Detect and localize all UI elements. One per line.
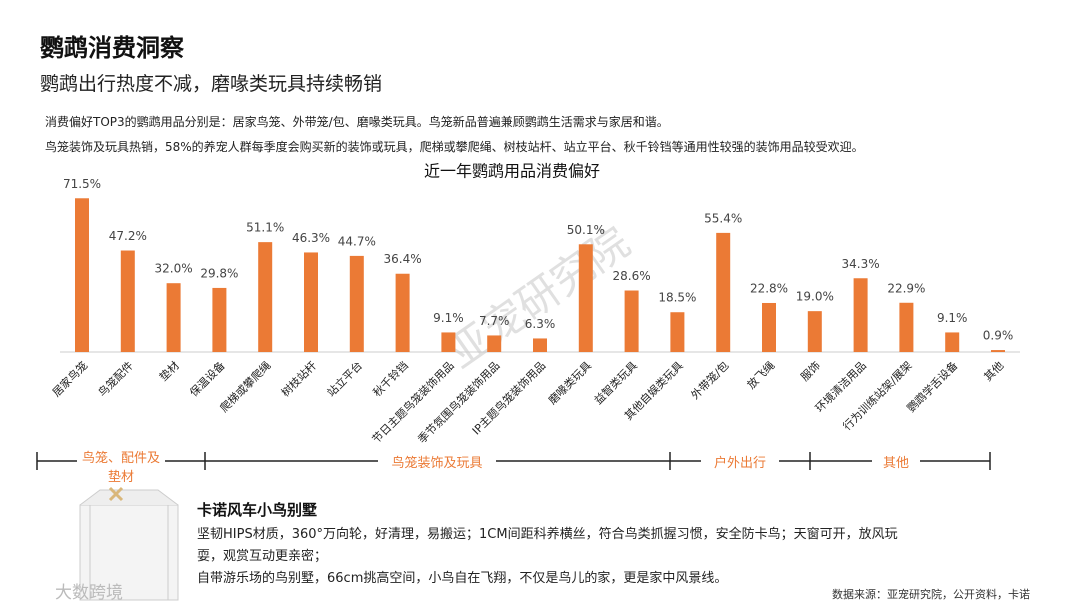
x-tick-label: 垫材: [156, 358, 181, 383]
x-tick-label: 居家鸟笼: [49, 358, 90, 399]
x-tick-label: 放飞绳: [744, 358, 777, 391]
x-tick-label: 鸟笼配件: [95, 358, 136, 399]
bar: [624, 290, 639, 352]
x-tick-label: 季节氛围鸟笼装饰用品: [415, 358, 503, 446]
bar: [533, 338, 547, 352]
group-label: 户外出行: [701, 452, 779, 471]
bar: [578, 244, 593, 352]
group-label: 其他: [872, 452, 920, 471]
value-label: 32.0%: [155, 262, 193, 276]
paragraph: 鸟笼装饰及玩具热销，58%的养宠人群每季度会购买新的装饰或玩具，爬梯或攀爬绳、树…: [45, 140, 864, 154]
group-ticks: [36, 452, 991, 470]
value-label: 19.0%: [796, 290, 834, 304]
value-label: 6.3%: [525, 317, 556, 331]
value-label: 0.9%: [983, 329, 1014, 343]
bar: [395, 273, 410, 352]
x-tick-label: 树枝站杆: [278, 358, 319, 399]
x-tick-label: 节日主题鸟笼装饰用品: [369, 358, 457, 446]
watermark: 亚宠研究院: [438, 217, 638, 378]
x-tick-label: 磨喙类玩具: [545, 358, 594, 407]
bar: [349, 255, 364, 352]
x-tick-label: 益智类玩具: [591, 358, 640, 407]
bar: [487, 335, 502, 352]
source: 数据来源：亚宠研究院，公开资料，卡诺: [832, 588, 1030, 601]
description-line: 坚韧HIPS材质，360°万向轮，好清理，易搬运；1CM间距科养横丝，符合鸟类抓…: [197, 527, 898, 564]
value-label: 55.4%: [704, 211, 742, 225]
product-image: [79, 486, 179, 601]
bar: [166, 283, 181, 352]
bar: [120, 250, 135, 352]
value-label: 50.1%: [567, 223, 605, 237]
value-label: 29.8%: [200, 266, 238, 280]
bar: [853, 278, 868, 352]
subtitle: 鹦鹉出行热度不减，磨喙类玩具持续畅销: [40, 73, 383, 95]
value-label: 44.7%: [338, 234, 376, 248]
value-label: 9.1%: [937, 311, 968, 325]
paragraph: 消费偏好TOP3的鹦鹉用品分别是：居家鸟笼、外带笼/包、磨喙类玩具。鸟笼新品普遍…: [45, 115, 669, 129]
value-label: 36.4%: [384, 252, 422, 266]
x-tick-label: 外带笼/包: [688, 358, 732, 402]
value-label: 71.5%: [63, 177, 101, 191]
product-description: 坚韧HIPS材质，360°万向轮，好清理，易搬运；1CM间距科养横丝，符合鸟类抓…: [197, 524, 909, 590]
bar: [670, 312, 685, 352]
bar: [945, 332, 960, 352]
value-label: 46.3%: [292, 231, 330, 245]
bar: [212, 287, 227, 352]
value-label: 47.2%: [109, 229, 147, 243]
logo: 大数跨境: [55, 583, 123, 603]
x-tick-label: 保温设备: [187, 358, 228, 399]
bar: [304, 252, 318, 352]
description-line: 自带游乐场的鸟别墅，66cm挑高空间，小鸟自在飞翔，不仅是鸟儿的家，更是家中风景…: [197, 571, 728, 586]
bar: [899, 302, 914, 352]
product-name: 卡诺风车小鸟别墅: [197, 501, 318, 519]
value-label: 28.6%: [613, 269, 651, 283]
x-tick-label: 站立平台: [324, 358, 365, 399]
value-label: 9.1%: [433, 311, 464, 325]
bar: [75, 198, 89, 352]
value-label: 22.9%: [887, 281, 925, 295]
bar: [991, 350, 1005, 352]
group-label: 鸟笼、配件及垫材: [77, 447, 165, 485]
bar: [258, 242, 273, 352]
x-tick-label: 服饰: [798, 358, 823, 383]
x-tick-label: 秋千铃铛: [370, 358, 411, 399]
bar: [716, 232, 731, 352]
value-label: 7.7%: [479, 314, 510, 328]
chart-title: 近一年鹦鹉用品消费偏好: [424, 162, 600, 181]
bar: [807, 311, 822, 352]
title: 鹦鹉消费洞察: [40, 34, 184, 62]
bar: [762, 302, 776, 352]
group-label: 鸟笼装饰及玩具: [378, 452, 496, 471]
bar: [441, 332, 456, 352]
value-label: 51.1%: [246, 221, 284, 235]
value-label: 34.3%: [842, 257, 880, 271]
value-label: 18.5%: [658, 291, 696, 305]
value-label: 22.8%: [750, 281, 788, 295]
x-tick-label: 其他: [981, 359, 1006, 384]
